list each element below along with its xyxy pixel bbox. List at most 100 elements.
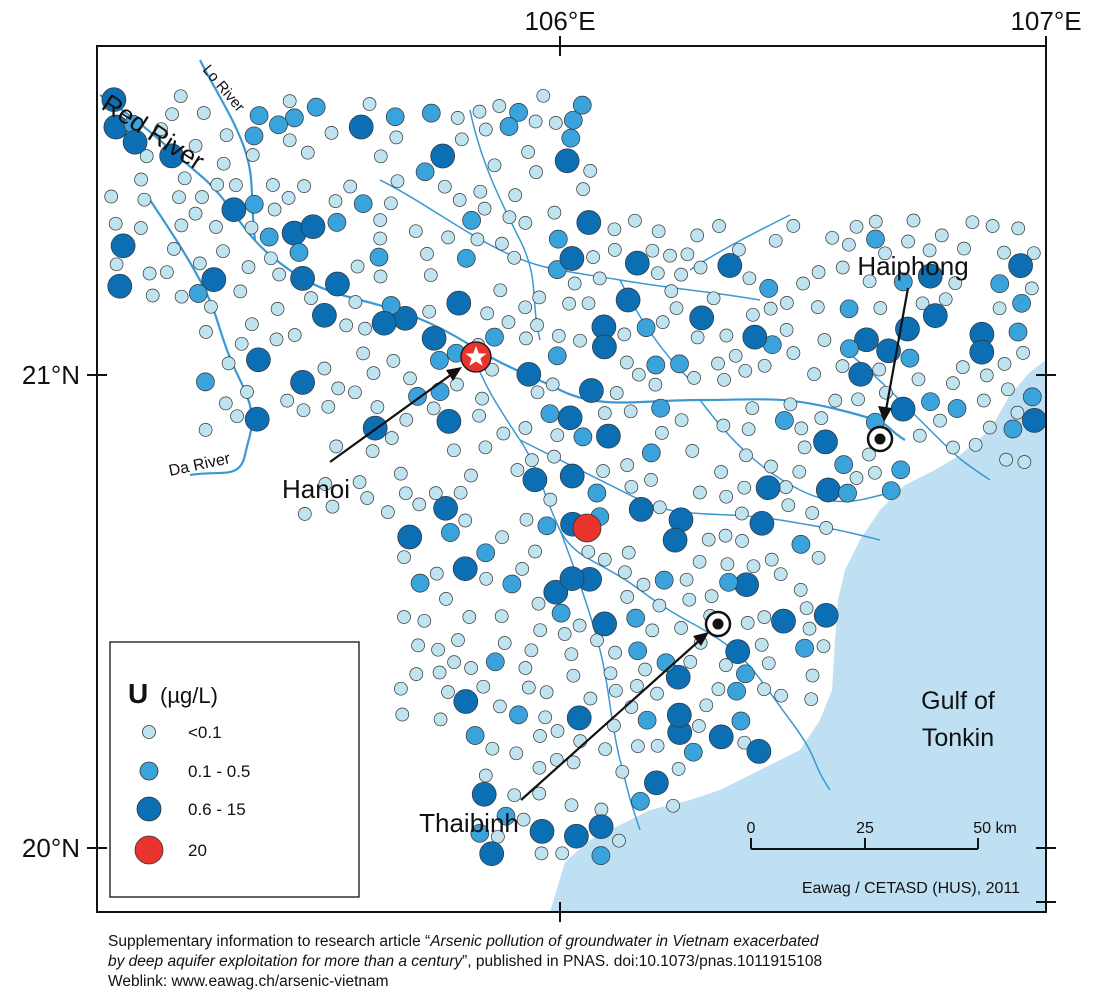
scale-tick-50: 50 km bbox=[973, 820, 1017, 837]
station-point bbox=[101, 87, 127, 113]
da-river-label: Da River bbox=[167, 450, 232, 480]
thaibinh-marker bbox=[520, 610, 732, 801]
station-point bbox=[620, 458, 635, 472]
station-point bbox=[597, 406, 612, 420]
station-point bbox=[451, 633, 465, 647]
station-point bbox=[480, 306, 495, 321]
station-point bbox=[674, 413, 689, 428]
station-point bbox=[502, 210, 517, 225]
station-point bbox=[540, 404, 560, 424]
station-point bbox=[356, 346, 371, 361]
station-point bbox=[159, 143, 185, 169]
caption-weblink[interactable]: Weblink: www.eawag.ch/arsenic-vietnam bbox=[108, 973, 389, 990]
station-point bbox=[1010, 405, 1025, 420]
station-point bbox=[366, 366, 381, 380]
station-point bbox=[1017, 455, 1032, 469]
station-point bbox=[811, 550, 826, 565]
station-point bbox=[999, 452, 1013, 467]
station-point bbox=[530, 318, 544, 332]
station-point bbox=[712, 219, 726, 233]
station-point-high bbox=[572, 513, 602, 543]
station-point bbox=[576, 210, 602, 235]
station-point bbox=[381, 505, 395, 519]
station-point bbox=[683, 742, 703, 762]
station-point bbox=[725, 639, 751, 664]
station-point bbox=[521, 680, 536, 695]
river-line bbox=[149, 199, 253, 477]
station-point bbox=[682, 592, 697, 607]
station-point bbox=[317, 361, 332, 376]
station-point bbox=[290, 266, 315, 291]
station-point bbox=[628, 213, 642, 228]
station-point bbox=[554, 148, 580, 174]
gulf-label-line2: Tonkin bbox=[922, 724, 994, 752]
station-point bbox=[384, 431, 399, 445]
station-point bbox=[547, 346, 567, 366]
station-point bbox=[814, 411, 829, 425]
station-point bbox=[990, 274, 1010, 294]
station-point bbox=[234, 336, 249, 351]
station-point bbox=[518, 216, 533, 230]
station-point bbox=[849, 219, 864, 234]
station-point bbox=[290, 370, 315, 395]
station-point bbox=[108, 216, 123, 231]
station-point bbox=[683, 655, 698, 669]
station-point bbox=[992, 301, 1007, 316]
station-point bbox=[365, 444, 380, 458]
station-point bbox=[369, 247, 389, 267]
station-point bbox=[646, 355, 666, 375]
station-point bbox=[917, 263, 943, 289]
station-point bbox=[802, 621, 817, 636]
station-point bbox=[134, 221, 148, 235]
station-point bbox=[890, 396, 916, 422]
station-point bbox=[471, 781, 497, 807]
station-point bbox=[287, 328, 302, 342]
station-point bbox=[296, 403, 311, 418]
station-point bbox=[690, 330, 705, 345]
station-point bbox=[680, 247, 695, 262]
station-point bbox=[508, 188, 523, 202]
legend-class-4: 20 bbox=[188, 841, 207, 860]
station-point bbox=[192, 256, 207, 271]
station-point bbox=[911, 372, 926, 387]
station-point bbox=[421, 325, 447, 351]
station-point bbox=[592, 611, 617, 637]
station-point bbox=[329, 439, 344, 454]
station-point bbox=[797, 440, 812, 455]
station-point bbox=[679, 572, 694, 587]
station-point bbox=[285, 108, 304, 128]
station-point bbox=[594, 802, 609, 817]
station-point bbox=[245, 317, 259, 332]
station-point bbox=[576, 182, 590, 196]
station-point bbox=[441, 523, 460, 542]
station-point bbox=[849, 471, 864, 485]
station-point bbox=[581, 296, 596, 311]
station-point bbox=[403, 371, 417, 386]
station-point bbox=[835, 359, 850, 373]
station-point bbox=[300, 145, 315, 160]
station-point bbox=[534, 846, 549, 861]
station-point bbox=[745, 401, 760, 416]
station-point bbox=[393, 466, 408, 481]
station-point bbox=[373, 213, 388, 227]
station-point bbox=[139, 149, 154, 163]
station-point bbox=[636, 577, 651, 592]
station-point bbox=[873, 301, 888, 315]
station-point bbox=[518, 661, 533, 675]
station-point bbox=[799, 601, 814, 616]
station-point bbox=[216, 244, 230, 259]
station-point bbox=[655, 315, 670, 329]
river-line bbox=[699, 399, 901, 503]
legend-title-symbol: U bbox=[128, 678, 148, 709]
station-point bbox=[395, 707, 410, 722]
station-point bbox=[371, 310, 397, 336]
station-point bbox=[472, 104, 487, 119]
station-point bbox=[426, 401, 441, 416]
station-point bbox=[946, 440, 960, 455]
caption-suffix: ”, published in PNAS. doi:10.1073/pnas.1… bbox=[462, 953, 823, 970]
station-point bbox=[478, 768, 493, 783]
station-point bbox=[685, 444, 700, 458]
station-point bbox=[626, 608, 646, 628]
station-point bbox=[716, 418, 731, 433]
station-point bbox=[430, 351, 449, 370]
